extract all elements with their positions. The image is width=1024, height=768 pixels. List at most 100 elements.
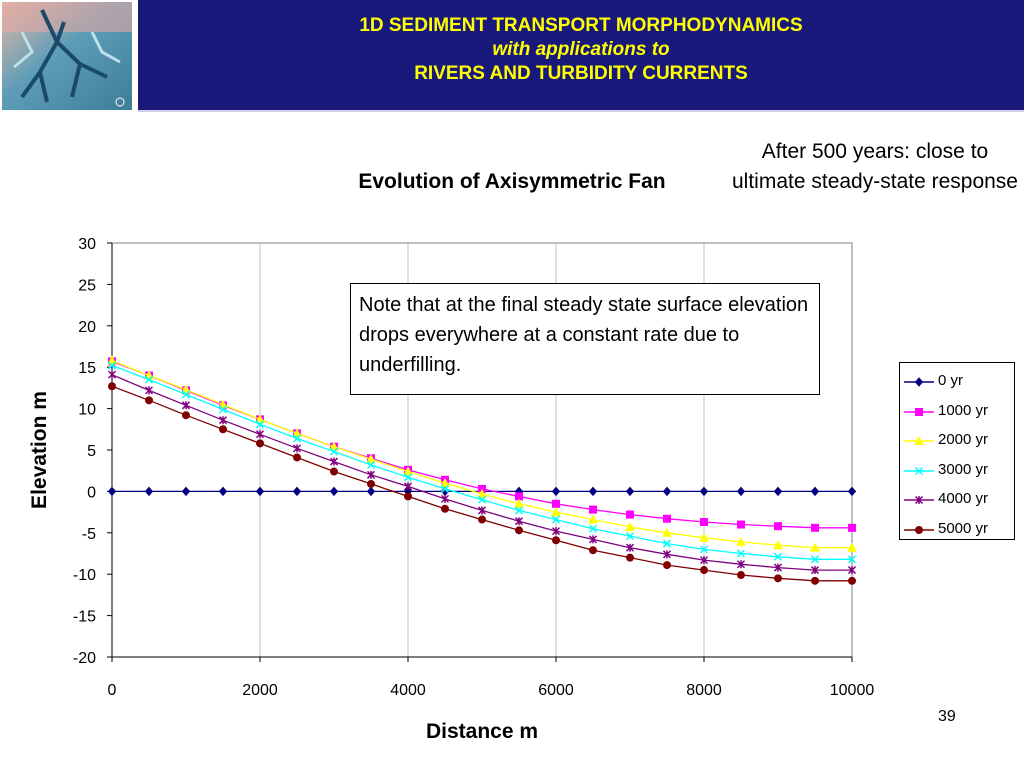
data-point xyxy=(625,543,635,552)
title-line-2: with applications to xyxy=(492,39,670,60)
x-axis-title: Distance m xyxy=(426,720,538,743)
data-point xyxy=(329,441,339,451)
data-point xyxy=(404,492,412,501)
data-point xyxy=(107,486,117,497)
y-tick-label: 25 xyxy=(78,277,96,294)
data-point xyxy=(663,561,671,570)
y-tick-label: -5 xyxy=(82,526,96,543)
legend-marker xyxy=(914,495,924,505)
legend-marker xyxy=(915,525,923,534)
data-point xyxy=(811,576,819,585)
data-point xyxy=(773,486,783,497)
x-tick-label: 2000 xyxy=(242,682,278,699)
y-tick-label: 30 xyxy=(78,236,96,253)
side-note: After 500 years: close to ultimate stead… xyxy=(732,140,1018,193)
data-point xyxy=(700,518,708,527)
data-point xyxy=(662,550,672,559)
data-point xyxy=(366,454,376,464)
data-point xyxy=(737,571,745,580)
y-tick-label: -10 xyxy=(73,567,96,584)
data-point xyxy=(847,566,857,575)
y-tick-label: -15 xyxy=(73,609,96,626)
data-point xyxy=(219,425,227,434)
y-tick-label: 20 xyxy=(78,319,96,336)
data-point xyxy=(552,499,560,508)
data-point xyxy=(329,486,339,497)
data-point xyxy=(552,536,560,545)
data-point xyxy=(589,546,597,555)
data-point xyxy=(403,482,413,491)
legend-swatch xyxy=(904,525,934,534)
data-point xyxy=(218,486,228,497)
legend-swatch xyxy=(904,377,934,387)
data-point xyxy=(773,552,783,561)
data-point xyxy=(626,510,634,519)
data-point xyxy=(255,430,265,439)
data-point xyxy=(182,411,190,420)
title-line-1: 1D SEDIMENT TRANSPORT MORPHODYNAMICS xyxy=(359,15,803,36)
header-divider xyxy=(138,110,1024,112)
data-point xyxy=(108,382,116,391)
callout-note: Note that at the final steady state surf… xyxy=(350,283,820,395)
legend-marker xyxy=(914,466,924,475)
data-point xyxy=(811,523,819,532)
data-point xyxy=(292,486,302,497)
data-point xyxy=(514,498,524,508)
data-point xyxy=(144,486,154,497)
data-point xyxy=(440,494,450,503)
series-5000-yr xyxy=(108,382,856,585)
legend-marker xyxy=(914,435,924,445)
data-point xyxy=(625,521,635,532)
data-point xyxy=(773,540,783,550)
data-point xyxy=(736,549,746,558)
data-point xyxy=(810,486,820,497)
data-point xyxy=(625,532,635,541)
data-point xyxy=(292,434,302,443)
data-point xyxy=(551,507,561,517)
data-point xyxy=(440,478,450,488)
fan-delta-logo-image xyxy=(2,2,132,110)
data-point xyxy=(662,527,672,537)
data-point xyxy=(366,486,376,497)
x-tick-label: 4000 xyxy=(390,682,426,699)
data-point xyxy=(848,523,856,532)
data-point xyxy=(145,396,153,405)
data-point xyxy=(810,555,820,564)
legend-label: 0 yr xyxy=(938,372,964,389)
data-point xyxy=(329,457,339,466)
data-point xyxy=(403,473,413,482)
header-bar xyxy=(138,0,1024,112)
data-point xyxy=(626,553,634,562)
data-point xyxy=(366,470,376,479)
data-point xyxy=(330,467,338,476)
data-point xyxy=(477,488,487,498)
legend-item: 5000 yr xyxy=(900,515,1014,545)
data-point xyxy=(477,495,487,504)
data-point xyxy=(367,479,375,488)
legend-label: 2000 yr xyxy=(938,431,989,448)
series-4000-yr xyxy=(107,370,857,575)
data-point xyxy=(440,484,450,493)
data-point xyxy=(181,384,191,394)
slide-number: 39 xyxy=(938,708,956,725)
data-point xyxy=(292,444,302,453)
chart-title: Evolution of Axisymmetric Fan xyxy=(358,170,665,193)
legend-swatch xyxy=(904,407,934,416)
data-point xyxy=(774,574,782,583)
data-point xyxy=(773,563,783,572)
data-point xyxy=(736,486,746,497)
x-tick-label: 0 xyxy=(108,682,117,699)
data-point xyxy=(588,535,598,544)
data-point xyxy=(144,386,154,395)
legend-swatch xyxy=(904,495,934,505)
data-point xyxy=(699,545,709,554)
x-tick-label: 6000 xyxy=(538,682,574,699)
y-tick-label: 0 xyxy=(87,484,96,501)
data-point xyxy=(255,420,265,429)
data-point xyxy=(218,405,228,414)
data-point xyxy=(107,361,117,370)
data-point xyxy=(699,532,709,542)
legend-item: 0 yr xyxy=(900,367,1014,397)
legend-swatch xyxy=(904,466,934,475)
series-2000-yr xyxy=(107,355,857,552)
